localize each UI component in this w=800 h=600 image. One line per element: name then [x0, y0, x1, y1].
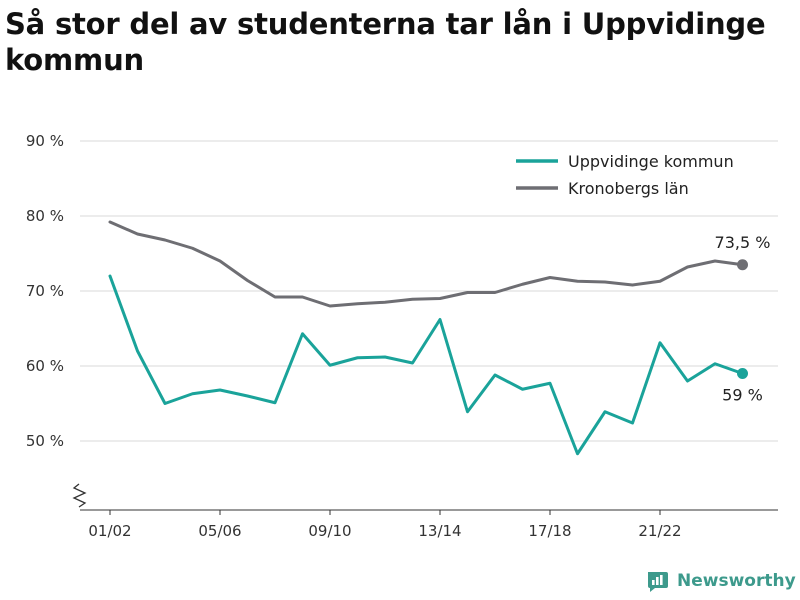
y-tick-label: 80 % — [26, 207, 64, 225]
legend-label: Uppvidinge kommun — [568, 152, 734, 171]
y-tick-label: 50 % — [26, 432, 64, 450]
x-tick-label: 01/02 — [88, 522, 131, 540]
y-tick-label: 90 % — [26, 132, 64, 150]
y-axis-break-icon — [72, 483, 87, 508]
newsworthy-logo-icon — [648, 572, 668, 592]
x-tick-label: 05/06 — [198, 522, 241, 540]
legend: Uppvidinge kommun Kronobergs län — [516, 152, 734, 198]
end-point-marker — [737, 368, 748, 379]
y-tick-label: 60 % — [26, 357, 64, 375]
x-tick-label: 13/14 — [418, 522, 461, 540]
end-value-label: 73,5 % — [715, 233, 771, 252]
axes: 50 % 60 % 70 % 80 % 90 % 01/02 05/06 09/10 13/14… — [26, 132, 778, 540]
end-value-label: 59 % — [722, 386, 763, 405]
series-line — [108, 220, 744, 308]
data-labels: 59 % 73,5 % — [715, 233, 771, 405]
series-lines — [108, 220, 748, 456]
legend-label: Kronobergs län — [568, 179, 689, 198]
brand-name: Newsworthy — [677, 571, 796, 591]
grid-lines — [80, 140, 778, 442]
x-tick-label: 17/18 — [528, 522, 571, 540]
series-line — [108, 274, 744, 456]
end-point-marker — [737, 259, 748, 271]
y-tick-label: 70 % — [26, 282, 64, 300]
x-tick-label: 21/22 — [638, 522, 681, 540]
chart-title: Så stor del av studenterna tar lån i Upp… — [5, 7, 766, 77]
x-tick-label: 09/10 — [308, 522, 351, 540]
brand-logo: Newsworthy — [645, 568, 796, 594]
